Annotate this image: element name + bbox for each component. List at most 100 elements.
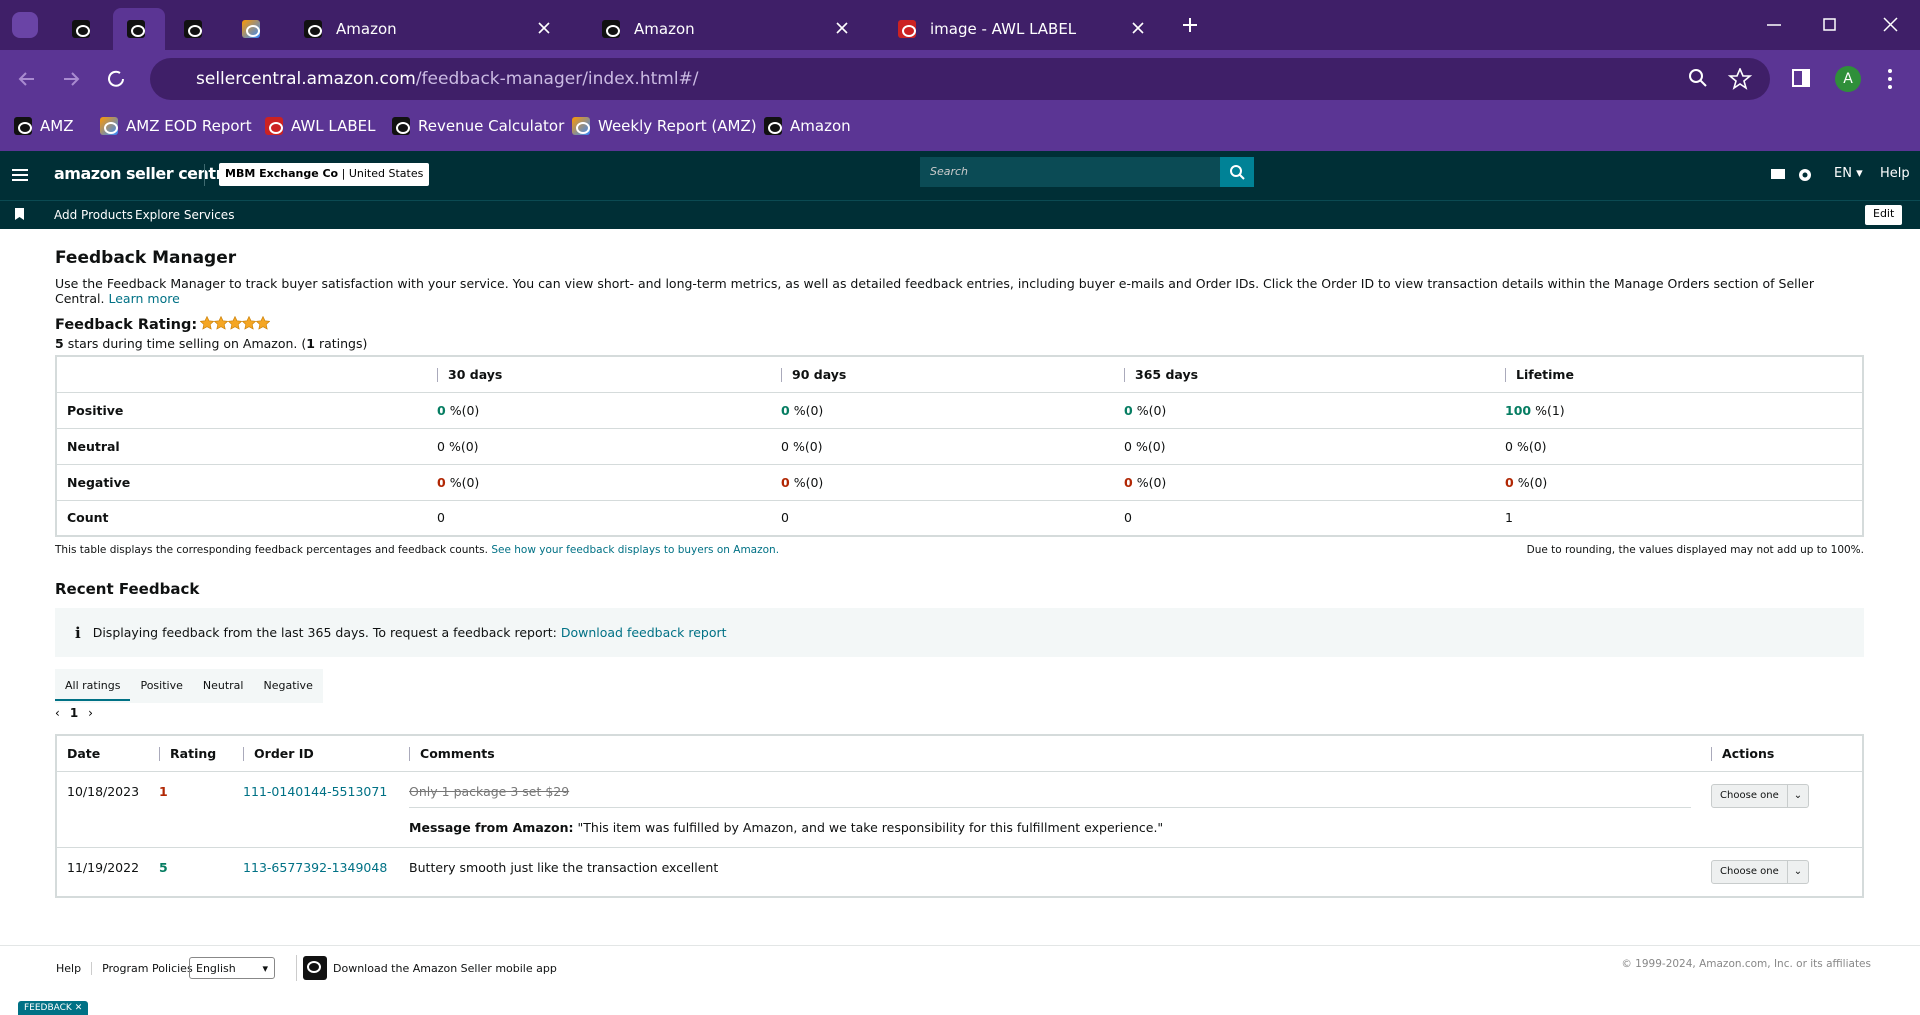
page-number[interactable]: 1	[69, 706, 79, 720]
column-label: Comments	[420, 745, 495, 761]
info-icon: i	[75, 623, 81, 642]
order-id[interactable]: 111-0140144-5513071	[233, 771, 400, 848]
footer-link[interactable]: Help	[56, 962, 82, 975]
search-field[interactable]: Search	[920, 157, 1220, 187]
nav-link[interactable]: Explore Services	[135, 208, 235, 222]
bookmark[interactable]: AMZ	[14, 117, 73, 135]
rating-tab[interactable]: Neutral	[202, 679, 244, 692]
comment: Only 1 package 3 set $29	[409, 784, 1692, 808]
logo[interactable]: amazon seller central	[54, 164, 239, 183]
info-link[interactable]: Download feedback report	[560, 625, 727, 640]
url-field[interactable]: sellercentral.amazon.com/feedback-manage…	[150, 58, 1770, 100]
row-label: Neutral	[56, 428, 427, 465]
column-divider	[437, 368, 438, 382]
stars-count: 5	[55, 336, 64, 351]
column-divider	[1124, 368, 1125, 382]
bookmark-label: AMZ	[40, 117, 74, 135]
column-header: 90 days	[771, 356, 1114, 393]
metric-cell: 0 %(0)	[771, 428, 1114, 465]
metric-cell: 0 %(0)	[771, 464, 1114, 501]
action-label: Choose one	[1720, 866, 1779, 877]
browser-tab[interactable]: Amazon	[290, 8, 563, 50]
star	[213, 315, 229, 330]
metric-detail: %(1)	[1535, 402, 1565, 418]
browser-tab[interactable]: Amazon	[588, 8, 861, 50]
header-icons[interactable]	[1771, 166, 1811, 184]
metric-cell: 0 %(0)	[771, 392, 1114, 429]
note-text: This table displays the corresponding fe…	[55, 544, 488, 556]
order-id[interactable]: 113-6577392-1349048	[233, 847, 400, 897]
url-actions[interactable]	[1688, 68, 1758, 90]
metric-value: 0	[781, 438, 789, 454]
profile-avatar[interactable]: A	[1835, 66, 1861, 92]
pinned-tab[interactable]	[228, 8, 278, 50]
tab-close[interactable]	[835, 21, 849, 35]
rating-summary: 5 stars during time selling on Amazon. (…	[55, 336, 1864, 351]
account-switcher[interactable]: MBM Exchange Co | United States	[219, 163, 430, 186]
feedback-label: FEEDBACK	[24, 1003, 72, 1013]
metric-cell: 0 %(0)	[427, 392, 771, 429]
tab-icon	[72, 20, 90, 38]
rating-tab[interactable]: All ratings	[55, 669, 131, 701]
edit-button[interactable]: Edit	[1865, 205, 1903, 225]
pinned-tab[interactable]	[170, 8, 220, 50]
app-link[interactable]: Download the Amazon Seller mobile app	[296, 955, 557, 981]
date: 10/18/2023	[56, 771, 150, 848]
tab-icon	[184, 20, 202, 38]
stars	[199, 315, 271, 334]
action-caret[interactable]: ⌄	[1786, 784, 1808, 807]
bookmark-label: AWL LABEL	[291, 117, 376, 135]
prev-page[interactable]: ‹	[55, 706, 60, 720]
search-button[interactable]	[1220, 157, 1254, 187]
help-link[interactable]: Help	[1880, 166, 1910, 181]
metric-detail: %(0)	[793, 474, 824, 490]
metric-cell: 100 %(1)	[1495, 392, 1863, 429]
bookmark[interactable]: Revenue Calculator	[392, 117, 564, 135]
tab-close[interactable]	[537, 21, 551, 35]
learn-more-link[interactable]: Learn more	[108, 291, 180, 306]
bookmark[interactable]: AWL LABEL	[265, 117, 376, 135]
count-cell: 0	[427, 500, 771, 537]
language-menu[interactable]: EN ▾	[1834, 166, 1863, 181]
rating-tab[interactable]: Negative	[263, 679, 313, 692]
column-label: Date	[67, 745, 101, 761]
nav-bar: Add Products Explore Services Edit	[0, 200, 1920, 229]
bookmark-icon[interactable]	[15, 208, 24, 220]
action-button[interactable]: Choose one ⌄	[1711, 859, 1810, 884]
bookmark[interactable]: Weekly Report (AMZ)	[572, 117, 757, 135]
browser-tab[interactable]: image - AWL LABEL	[884, 8, 1157, 50]
note-link[interactable]: See how your feedback displays to buyers…	[491, 544, 780, 556]
nav-link[interactable]: Add Products	[54, 208, 133, 222]
count-row: Count 0 0 0 1	[56, 500, 1863, 537]
footer-link[interactable]: Program Policies	[91, 962, 203, 975]
tab-title: Amazon	[634, 20, 695, 38]
new-tab-button[interactable]	[1180, 15, 1200, 35]
rating: 5	[149, 847, 234, 897]
action-button[interactable]: Choose one ⌄	[1711, 783, 1810, 808]
seller-header: amazon seller central MBM Exchange Co | …	[0, 151, 1920, 200]
tab-icon	[304, 20, 322, 38]
action-caret[interactable]: ⌄	[1786, 860, 1808, 883]
window-controls[interactable]	[1762, 15, 1912, 35]
count-cell: 0	[1114, 500, 1495, 537]
menu-icon[interactable]	[12, 168, 28, 182]
menu-button[interactable]	[1886, 68, 1894, 90]
feedback-button[interactable]: FEEDBACK ✕	[18, 1001, 89, 1015]
count-cell: 1	[1495, 500, 1863, 537]
active-tab[interactable]	[113, 8, 165, 50]
tab-search-button[interactable]	[12, 12, 38, 38]
next-page[interactable]: ›	[88, 706, 93, 720]
column-divider	[409, 747, 411, 761]
bookmark[interactable]: AMZ EOD Report	[100, 117, 252, 135]
nav-buttons[interactable]	[16, 69, 126, 91]
star	[199, 315, 215, 330]
rating-tab[interactable]: Positive	[140, 679, 183, 692]
account-name: MBM Exchange Co	[225, 167, 339, 180]
side-panel-button[interactable]	[1792, 69, 1810, 87]
bookmark[interactable]: Amazon	[764, 117, 851, 135]
bookmark-icon	[100, 117, 118, 135]
pinned-tab[interactable]	[58, 8, 108, 50]
language-select[interactable]: English ▾	[189, 957, 275, 979]
tab-close[interactable]	[1131, 21, 1145, 35]
